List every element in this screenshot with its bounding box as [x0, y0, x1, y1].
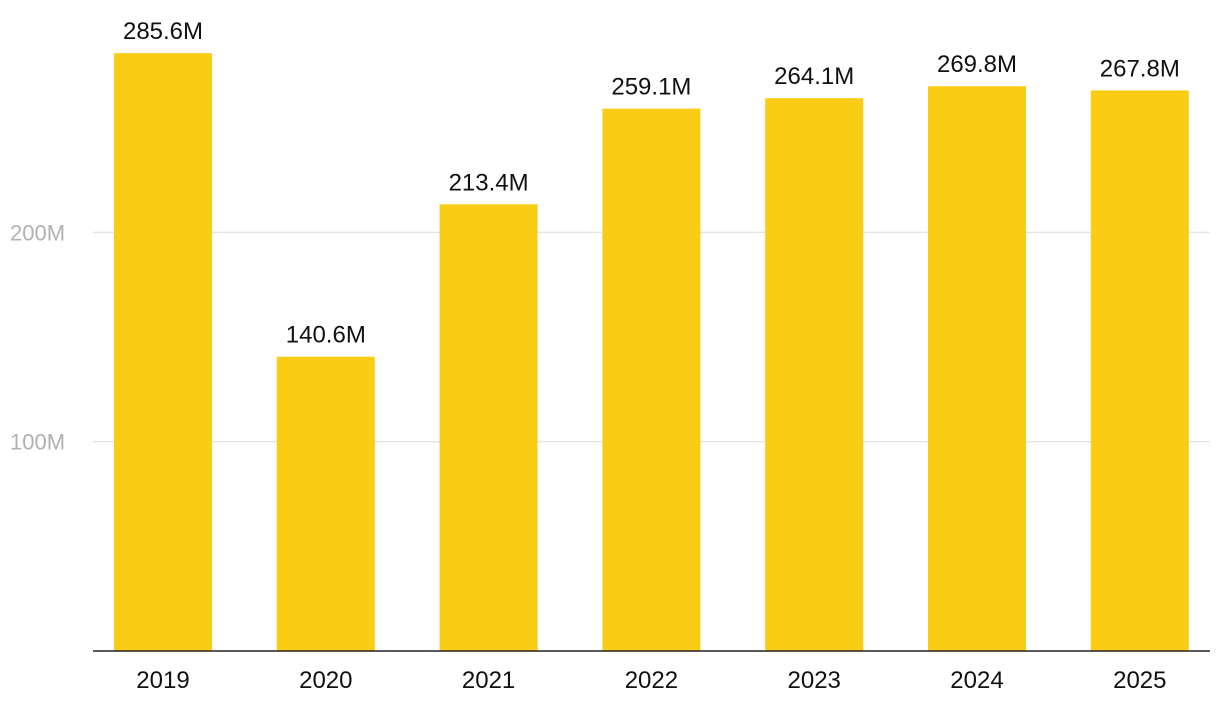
x-tick-label-2020: 2020	[299, 667, 352, 694]
data-label-2022: 259.1M	[611, 74, 691, 101]
data-label-2025: 267.8M	[1100, 55, 1180, 82]
data-label-2019: 285.6M	[123, 18, 203, 45]
bar-2025	[1090, 90, 1189, 651]
x-tick-label-2019: 2019	[136, 667, 189, 694]
x-tick-label-2022: 2022	[625, 667, 678, 694]
x-tick-label-2024: 2024	[950, 667, 1003, 694]
bar-2020	[276, 356, 375, 651]
x-axis-ticks: 2019 2020 2021 2022 2023 2024 2025	[136, 667, 1166, 694]
bar-2023	[765, 98, 864, 652]
data-labels: 285.6M 140.6M 213.4M 259.1M 264.1M 269.8M 267.…	[123, 18, 1180, 349]
data-label-2021: 213.4M	[449, 169, 529, 196]
x-tick-label-2025: 2025	[1113, 667, 1166, 694]
y-tick-label: 100M	[10, 430, 65, 455]
y-axis-ticks: 100M 200M	[10, 220, 65, 454]
bar-2022	[602, 108, 701, 652]
x-tick-label-2023: 2023	[788, 667, 841, 694]
bar-2019	[114, 53, 212, 652]
data-label-2024: 269.8M	[937, 51, 1017, 78]
y-tick-label: 200M	[10, 220, 65, 245]
bar-2024	[928, 86, 1026, 651]
data-label-2023: 264.1M	[774, 63, 854, 90]
data-label-2020: 140.6M	[286, 322, 366, 349]
bars	[114, 53, 1189, 652]
bar-2021	[439, 204, 538, 652]
x-tick-label-2021: 2021	[462, 667, 515, 694]
